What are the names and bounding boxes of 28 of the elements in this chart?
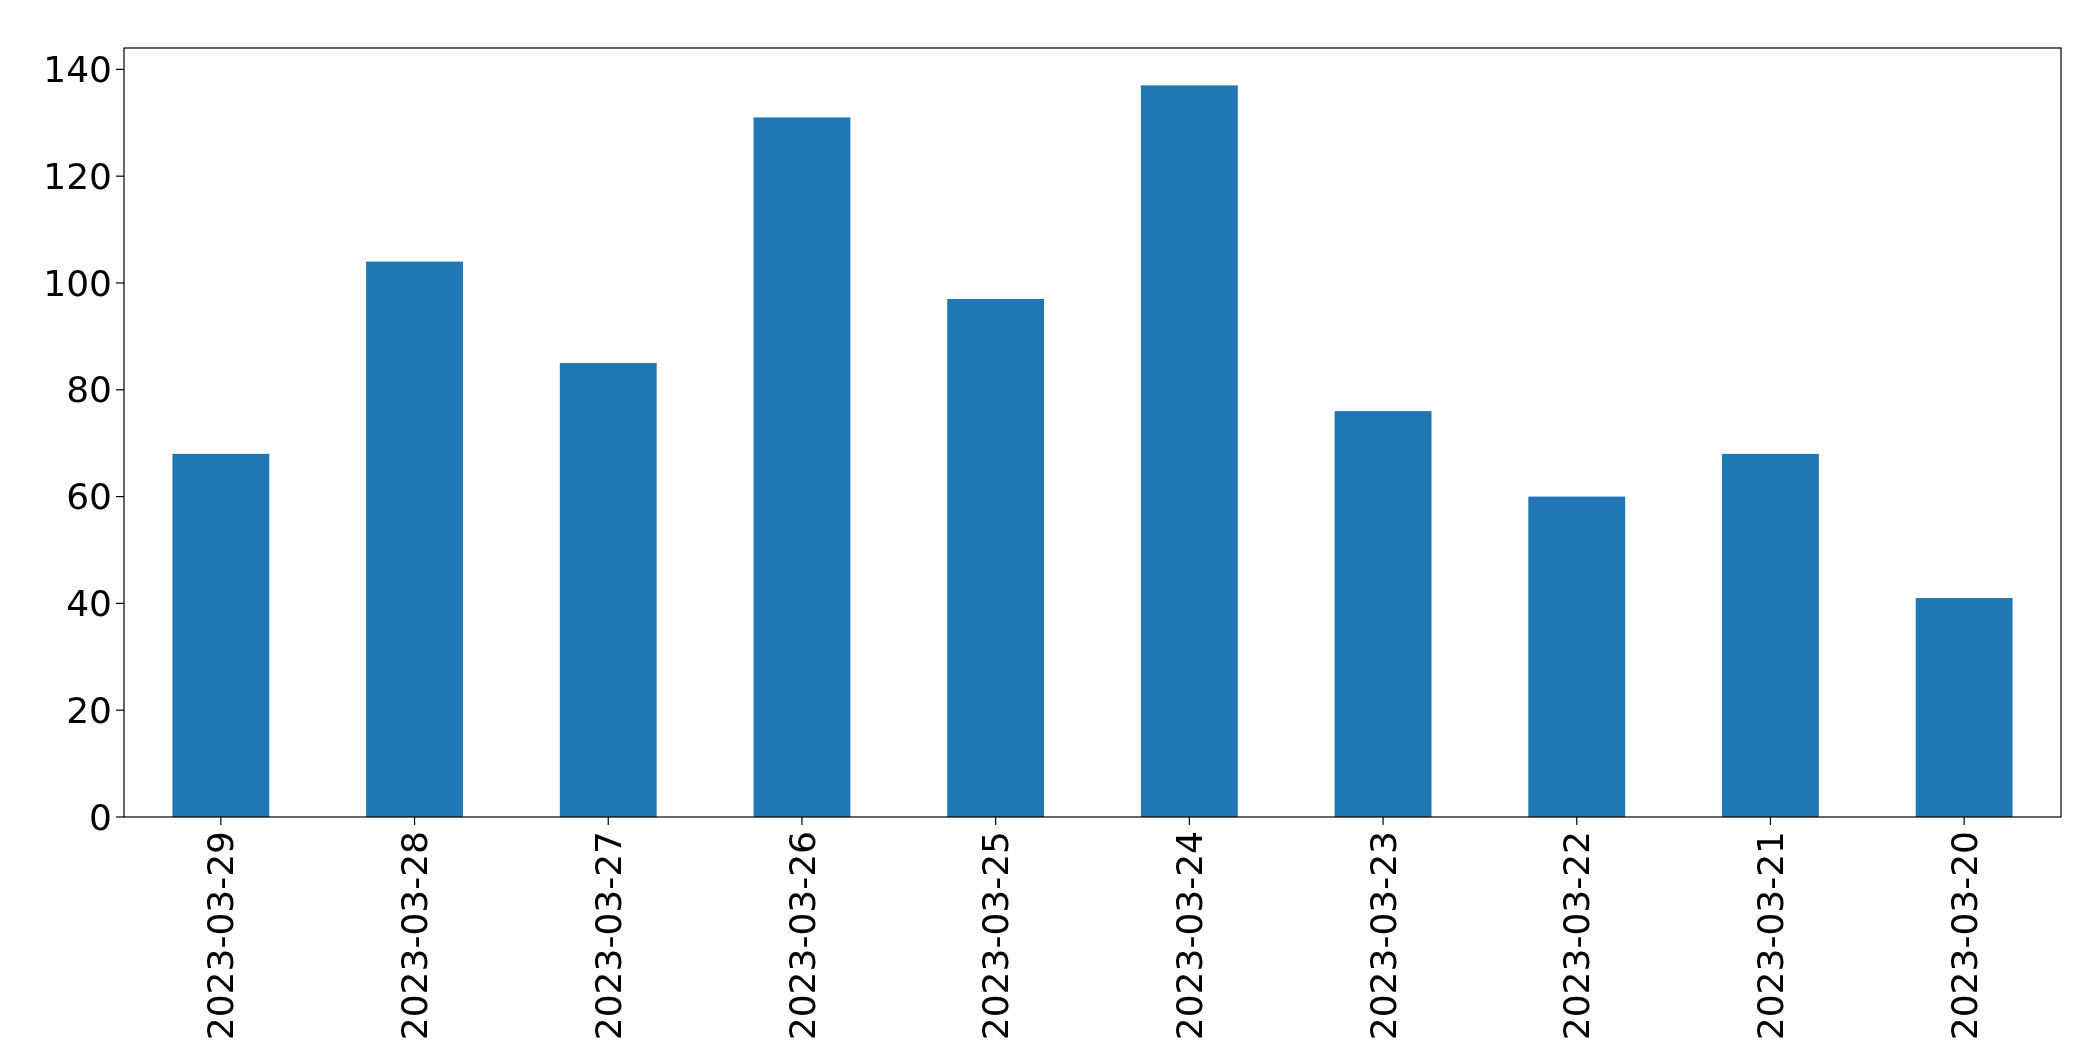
bar	[172, 453, 270, 817]
bar	[1140, 85, 1238, 817]
x-tick-label: 2023-03-21	[1750, 831, 1792, 1041]
y-tick-label: 0	[89, 796, 112, 838]
x-tick-label: 2023-03-25	[975, 831, 1017, 1041]
y-tick-label: 40	[66, 582, 112, 624]
bar	[366, 261, 463, 817]
bar	[1915, 598, 2013, 817]
x-tick-label: 2023-03-28	[394, 831, 436, 1041]
y-tick-label: 140	[43, 48, 112, 90]
bar	[753, 117, 851, 817]
y-tick-label: 80	[66, 369, 112, 411]
bar	[559, 363, 657, 817]
bar	[947, 298, 1045, 817]
x-tick-label: 2023-03-26	[781, 831, 823, 1041]
y-tick-label: 60	[66, 476, 112, 518]
bar	[1722, 453, 1819, 817]
x-tick-label: 2023-03-20	[1943, 831, 1985, 1041]
y-tick-label: 120	[43, 155, 112, 197]
y-tick-label: 20	[66, 689, 112, 731]
x-tick-label: 2023-03-24	[1168, 831, 1210, 1041]
y-tick-label: 100	[43, 262, 112, 304]
x-tick-label: 2023-03-23	[1362, 831, 1404, 1041]
x-tick-label: 2023-03-29	[200, 831, 242, 1041]
x-tick-label: 2023-03-22	[1556, 831, 1598, 1041]
x-tick-label: 2023-03-27	[587, 831, 629, 1041]
bar	[1528, 496, 1626, 817]
bar	[1334, 411, 1432, 817]
